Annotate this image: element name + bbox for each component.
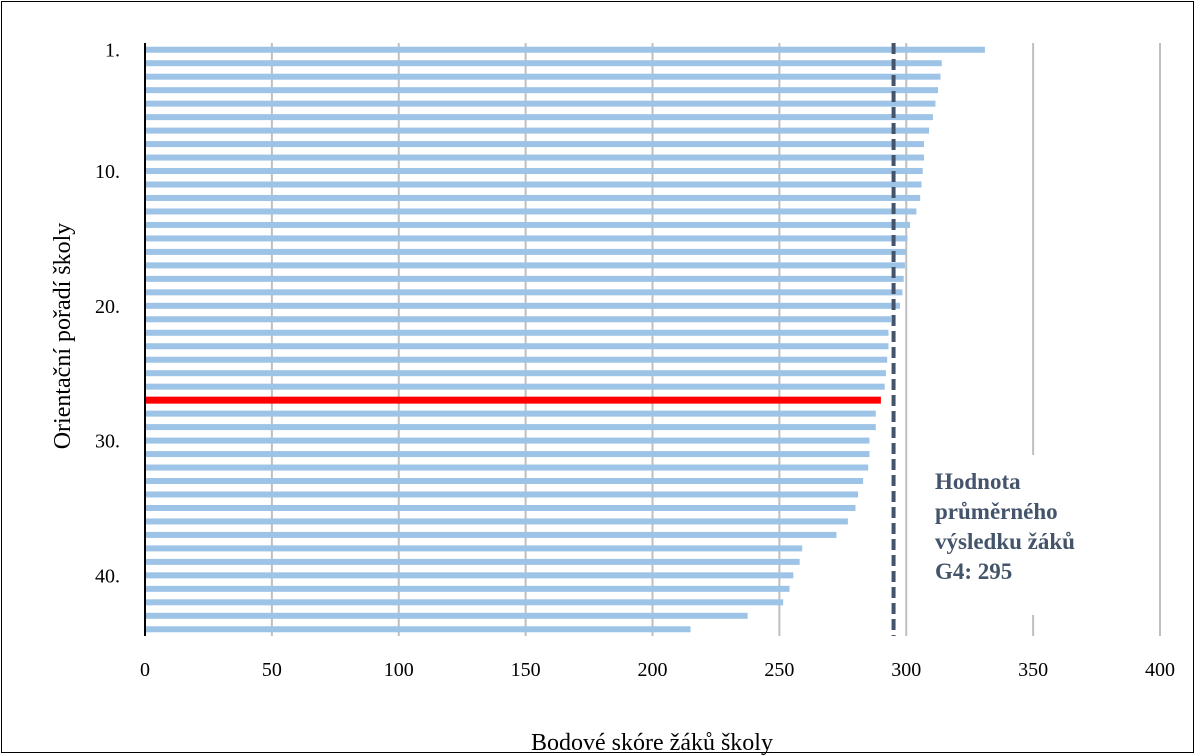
annotation-line-3: výsledku žáků: [935, 529, 1075, 554]
bar-rank-30: [145, 437, 870, 444]
bar-rank-42: [145, 599, 784, 606]
y-tick-1: 1.: [105, 40, 120, 62]
bar-rank-21: [145, 316, 892, 323]
bar-rank-33: [145, 478, 864, 485]
bar-rank-29: [145, 424, 876, 431]
y-tick-20: 20.: [95, 296, 120, 318]
bar-rank-44: [145, 626, 691, 633]
bar-rank-35: [145, 504, 856, 511]
bar-rank-32: [145, 464, 869, 471]
bar-rank-40: [145, 572, 794, 579]
bar-rank-25: [145, 370, 886, 377]
bar-rank-43: [145, 612, 748, 619]
annotation-line-1: Hodnota: [935, 469, 1021, 494]
x-tick-400: 400: [1145, 659, 1175, 681]
y-tick-labels: 1. 10. 20. 30. 40.: [95, 40, 120, 588]
y-tick-40: 40.: [95, 565, 120, 587]
average-annotation: Hodnota průměrného výsledku žáků G4: 295: [935, 469, 1075, 584]
bar-rank-6: [145, 114, 933, 121]
bar-rank-34: [145, 491, 859, 498]
bar-rank-7: [145, 127, 930, 134]
y-tick-30: 30.: [95, 431, 120, 453]
bars: [145, 46, 985, 633]
bar-rank-23: [145, 343, 889, 350]
bar-rank-10: [145, 168, 923, 175]
annotation-line-4: G4: 295: [935, 559, 1012, 584]
bar-rank-8: [145, 141, 925, 148]
x-tick-150: 150: [511, 659, 541, 681]
x-tick-200: 200: [638, 659, 668, 681]
bar-rank-37: [145, 531, 837, 538]
bar-rank-11: [145, 181, 922, 188]
bar-rank-24: [145, 356, 888, 363]
bar-highlighted: [145, 396, 881, 404]
x-tick-0: 0: [140, 659, 150, 681]
bar-rank-16: [145, 248, 907, 255]
bar-rank-41: [145, 585, 790, 592]
bar-rank-28: [145, 410, 876, 417]
x-tick-50: 50: [262, 659, 282, 681]
x-tick-250: 250: [764, 659, 794, 681]
x-tick-labels: 0 50 100 150 200 250 300 350 400: [140, 659, 1175, 681]
bar-rank-3: [145, 73, 941, 80]
bar-rank-13: [145, 208, 917, 215]
bar-rank-19: [145, 289, 903, 296]
bar-rank-18: [145, 275, 904, 282]
bar-rank-12: [145, 194, 921, 201]
x-tick-350: 350: [1018, 659, 1048, 681]
bar-rank-26: [145, 383, 885, 390]
bar-rank-38: [145, 545, 803, 552]
bar-rank-9: [145, 154, 925, 161]
bar-rank-14: [145, 221, 911, 228]
bar-rank-36: [145, 518, 848, 525]
bar-rank-17: [145, 262, 905, 269]
bar-rank-1: [145, 46, 985, 53]
annotation-background: [920, 455, 1120, 615]
x-axis-title: Bodové skóre žáků školy: [531, 730, 773, 756]
bar-rank-20: [145, 302, 900, 309]
x-tick-100: 100: [384, 659, 414, 681]
bar-rank-5: [145, 100, 936, 107]
y-tick-10: 10.: [95, 161, 120, 183]
bar-rank-39: [145, 558, 800, 565]
bar-rank-22: [145, 329, 889, 336]
bar-rank-31: [145, 451, 870, 458]
annotation-line-2: průměrného: [935, 499, 1058, 524]
bar-rank-2: [145, 60, 942, 67]
bar-rank-4: [145, 87, 938, 94]
x-tick-300: 300: [891, 659, 921, 681]
y-axis-title: Orientační pořadí školy: [50, 223, 76, 450]
bar-rank-15: [145, 235, 908, 242]
